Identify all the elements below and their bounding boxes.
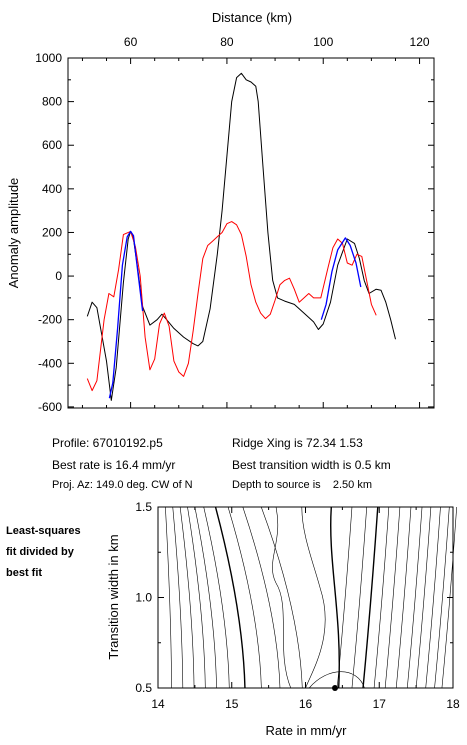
contour-line xyxy=(172,506,184,689)
contour-caption: Least-squares fit divided by best fit xyxy=(6,521,81,584)
contour-line xyxy=(384,506,401,689)
contour-caption-line: best fit xyxy=(6,567,43,579)
x-tick-label: 80 xyxy=(220,35,234,49)
y-tick-label: 1000 xyxy=(35,51,62,65)
contour-line xyxy=(272,506,292,689)
x-tick-label: 100 xyxy=(313,35,333,49)
y-tick-label: 200 xyxy=(42,225,62,239)
rate-axis-label: Rate in mm/yr xyxy=(266,723,348,738)
y-tick-label: 400 xyxy=(42,182,62,196)
x-tick-label: 120 xyxy=(410,35,430,49)
anomaly-plot-frame xyxy=(67,57,435,409)
contour-line xyxy=(441,506,457,689)
y-tick-label: 0.5 xyxy=(135,681,152,695)
y-tick-label: 800 xyxy=(42,95,62,109)
best-fit-point xyxy=(332,685,338,691)
fitted-segment-line xyxy=(108,230,144,399)
anomaly-chart: 60 80 100 12010008006004002000-200-400-600 … xyxy=(6,10,435,414)
y-tick-label: 1.0 xyxy=(135,591,152,605)
distance-axis-label: Distance (km) xyxy=(212,10,292,25)
contour-line xyxy=(415,506,432,689)
x-tick-label: 60 xyxy=(124,35,138,49)
contour-line xyxy=(330,506,340,689)
y-tick-label: -600 xyxy=(38,400,62,414)
source-depth: Depth to source is 2.50 km xyxy=(232,479,373,491)
model-anomaly-line xyxy=(86,221,377,392)
contour-line xyxy=(203,506,230,689)
contour-line xyxy=(194,506,217,689)
y-tick-label: -200 xyxy=(38,313,62,327)
width-axis-label: Transition width in km xyxy=(106,534,121,659)
y-tick-label: 0 xyxy=(55,269,62,283)
contour-line xyxy=(301,506,326,689)
y-tick-label: 1.5 xyxy=(135,500,152,514)
contour-caption-line: Least-squares xyxy=(6,525,81,537)
y-tick-label: 600 xyxy=(42,138,62,152)
ridge-crossing: Ridge Xing is 72.34 1.53 xyxy=(232,436,363,450)
x-tick-label: 17 xyxy=(373,697,387,711)
x-tick-label: 14 xyxy=(151,697,165,711)
best-rate: Best rate is 16.4 mm/yr xyxy=(52,458,176,472)
contour-line xyxy=(362,506,379,689)
fitted-segment-line xyxy=(320,237,362,320)
contour-caption-line: fit divided by xyxy=(6,546,74,558)
contour-line xyxy=(351,506,368,689)
x-tick-label: 16 xyxy=(299,697,313,711)
y-tick-label: -400 xyxy=(38,356,62,370)
contour-line xyxy=(260,506,303,689)
contour-line xyxy=(227,506,262,689)
contour-line xyxy=(214,506,246,689)
x-tick-label: 15 xyxy=(225,697,239,711)
misfit-contour-chart: 14 15 16 17 18 1.5 1.0 0.5 Rate in mm/yr Transi… xyxy=(106,500,460,738)
contour-line xyxy=(308,671,365,689)
contour-line xyxy=(425,506,441,689)
contour-line xyxy=(434,506,450,689)
contour-line xyxy=(406,506,423,689)
anomaly-axis-label: Anomaly amplitude xyxy=(6,178,21,289)
contour-line xyxy=(165,506,172,689)
x-tick-label: 18 xyxy=(446,697,460,711)
projection-azimuth: Proj. Az: 149.0 deg. CW of N xyxy=(52,479,193,491)
contour-line xyxy=(242,506,281,689)
profile-name: Profile: 67010192.p5 xyxy=(52,436,163,450)
contour-line xyxy=(179,506,195,689)
contour-line xyxy=(187,506,206,689)
best-transition-width: Best transition width is 0.5 km xyxy=(232,458,391,472)
contour-line xyxy=(373,506,390,689)
contour-line xyxy=(395,506,412,689)
